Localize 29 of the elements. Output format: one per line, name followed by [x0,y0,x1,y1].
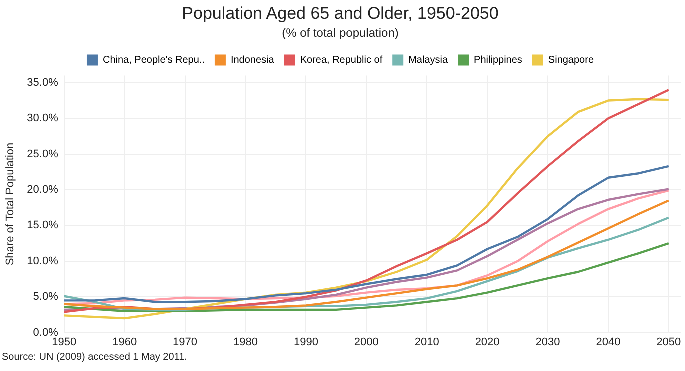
x-tick-label: 1950 [52,336,77,348]
x-tick-label: 2000 [354,336,379,348]
source-note: Source: UN (2009) accessed 1 May 2011. [1,352,188,363]
x-tick-label: 2050 [656,336,682,348]
x-tick-label: 2030 [536,336,560,348]
x-tick-label: 1960 [112,336,138,348]
legend-label: Indonesia [230,55,275,66]
x-tick-label: 2020 [475,336,500,348]
y-tick-label: 0.0% [33,326,59,339]
y-axis-title: Share of Total Population [4,142,17,266]
chart-title: Population Aged 65 and Older, 1950-2050 [182,4,499,23]
y-tick-label: 5.0% [33,291,59,304]
y-tick-label: 25.0% [27,148,59,160]
x-tick-label: 2040 [596,336,621,348]
y-tick-label: 15.0% [27,220,59,232]
x-tick-label: 1990 [294,336,318,348]
x-tick-label: 1970 [173,336,198,348]
chart-subtitle: (% of total population) [282,26,399,40]
x-tick-label: 1980 [234,336,258,348]
y-tick-label: 30.0% [27,112,59,125]
legend-label: Singapore [548,55,594,66]
x-tick-label: 2010 [414,336,440,348]
y-tick-label: 10.0% [27,255,59,268]
legend-label: Philippines [474,55,522,66]
legend-label: Korea, Republic of [300,55,383,66]
legend-label: China, People's Repu.. [102,55,205,66]
legend-label: Malaysia [408,55,448,66]
y-tick-label: 20.0% [27,184,59,196]
y-tick-label: 35.0% [27,76,59,89]
